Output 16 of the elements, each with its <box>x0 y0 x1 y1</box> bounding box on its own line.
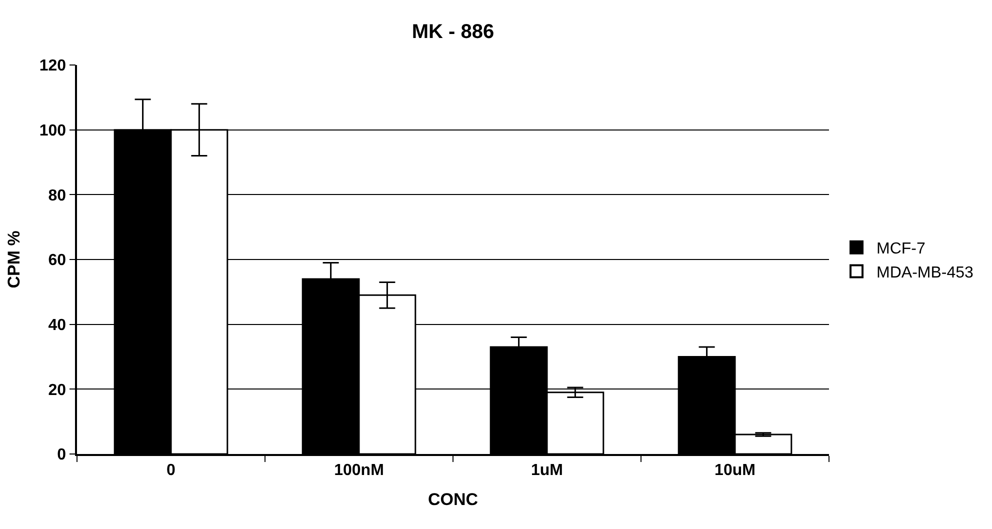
y-tick-label: 120 <box>39 58 66 75</box>
x-axis-title: CONC <box>428 490 478 509</box>
y-tick-label: 20 <box>48 382 66 399</box>
y-tick-label: 80 <box>48 187 66 204</box>
chart-title: MK - 886 <box>412 20 494 43</box>
legend-label: MCF-7 <box>876 240 926 258</box>
x-tick-label: 0 <box>166 462 176 479</box>
y-tick-label: 0 <box>57 446 66 464</box>
x-tick-label: 100nM <box>334 462 384 479</box>
x-tick-label: 1uM <box>531 462 563 479</box>
legend-label: MDA-MB-453 <box>876 264 974 282</box>
x-tick-label: 10uM <box>714 462 756 479</box>
y-tick-label: 60 <box>48 252 66 270</box>
y-axis-title: CPM % <box>4 230 24 288</box>
y-tick-label: 40 <box>48 316 66 334</box>
y-tick-label: 100 <box>39 122 66 140</box>
